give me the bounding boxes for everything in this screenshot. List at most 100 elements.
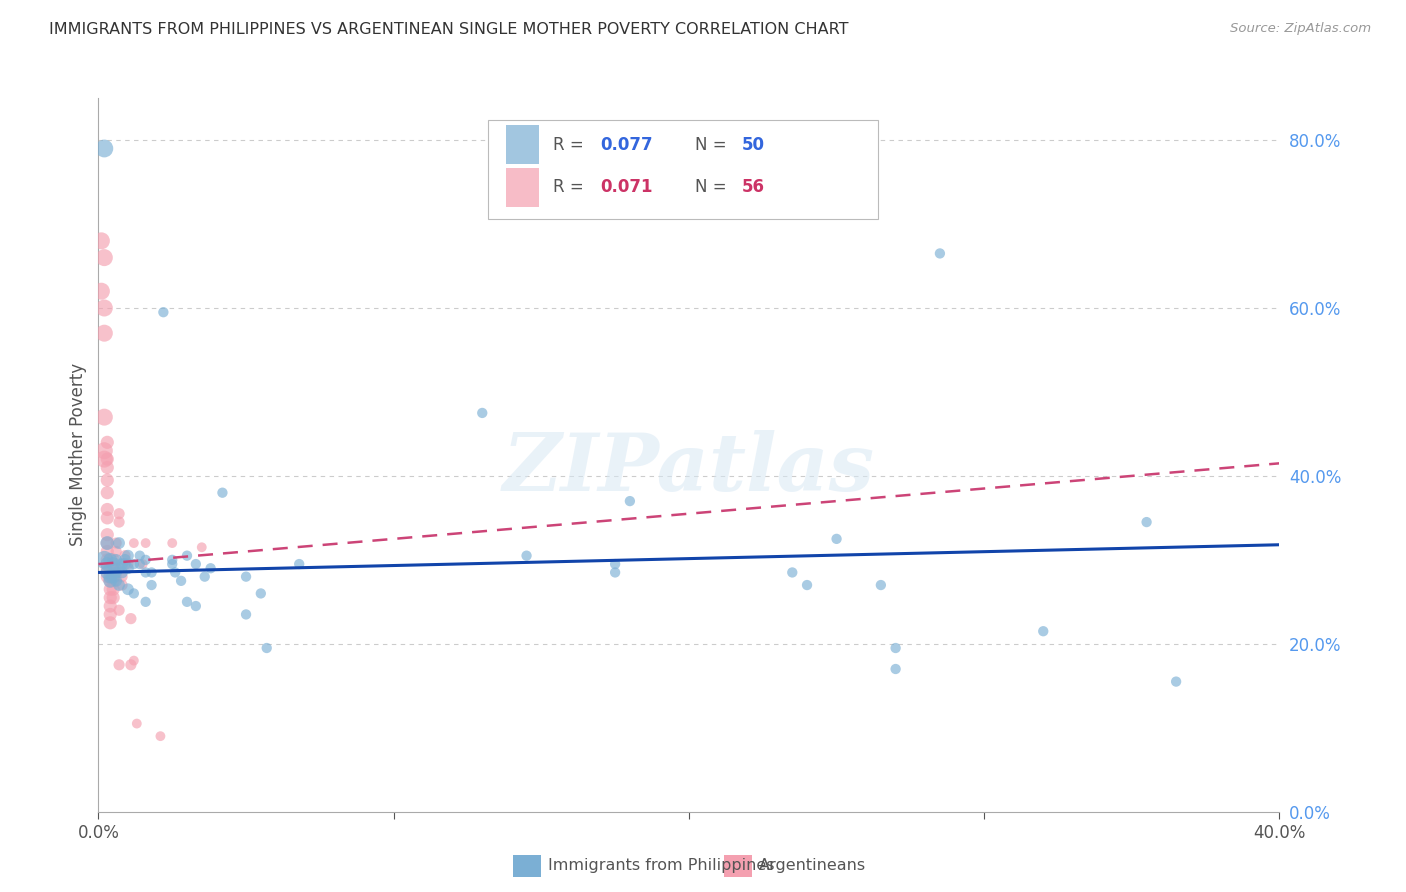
- Point: [98, 615, 121, 630]
- Point: [93, 443, 115, 458]
- Text: 0.071: 0.071: [600, 178, 652, 196]
- Point: [149, 729, 172, 743]
- Point: [162, 553, 183, 567]
- Point: [103, 574, 125, 588]
- Point: [135, 566, 157, 580]
- Text: N =: N =: [695, 136, 731, 153]
- Point: [98, 574, 121, 588]
- Point: [105, 561, 128, 575]
- Point: [515, 549, 537, 563]
- Point: [211, 485, 233, 500]
- Point: [111, 578, 134, 592]
- Point: [98, 561, 121, 575]
- Point: [98, 591, 121, 605]
- Bar: [506, 168, 538, 207]
- Point: [96, 511, 118, 525]
- Text: Argentineans: Argentineans: [759, 858, 866, 872]
- Y-axis label: Single Mother Poverty: Single Mother Poverty: [69, 363, 87, 547]
- Point: [170, 574, 193, 588]
- Point: [108, 536, 131, 550]
- Point: [619, 494, 641, 508]
- Text: 50: 50: [742, 136, 765, 153]
- Point: [105, 544, 128, 558]
- Point: [132, 557, 155, 571]
- Point: [96, 502, 118, 516]
- Point: [105, 569, 128, 583]
- Text: Source: ZipAtlas.com: Source: ZipAtlas.com: [1230, 22, 1371, 36]
- Point: [250, 586, 273, 600]
- Point: [605, 566, 627, 580]
- Point: [93, 141, 115, 155]
- Point: [114, 557, 136, 571]
- Point: [120, 612, 142, 626]
- Point: [98, 574, 121, 588]
- Point: [200, 561, 222, 575]
- Point: [98, 599, 121, 613]
- Point: [96, 569, 118, 583]
- Point: [108, 603, 131, 617]
- Point: [114, 549, 136, 563]
- Point: [96, 536, 118, 550]
- Point: [96, 553, 118, 567]
- Text: ZIPatlas: ZIPatlas: [503, 431, 875, 508]
- Point: [471, 406, 494, 420]
- Point: [162, 536, 183, 550]
- Point: [108, 507, 131, 521]
- Point: [111, 569, 134, 583]
- Point: [825, 532, 848, 546]
- Point: [141, 566, 163, 580]
- Point: [884, 662, 907, 676]
- Point: [103, 569, 125, 583]
- Point: [884, 640, 907, 655]
- Point: [117, 582, 139, 597]
- Point: [105, 566, 128, 580]
- Point: [108, 578, 131, 592]
- Point: [184, 557, 207, 571]
- Point: [96, 435, 118, 450]
- Point: [184, 599, 207, 613]
- Point: [103, 557, 125, 571]
- Point: [103, 561, 125, 575]
- Point: [96, 544, 118, 558]
- Point: [117, 561, 139, 575]
- Point: [98, 553, 121, 567]
- Point: [288, 557, 311, 571]
- Point: [605, 557, 627, 571]
- Point: [98, 569, 121, 583]
- Point: [128, 549, 150, 563]
- Point: [928, 246, 950, 260]
- Point: [96, 452, 118, 467]
- Point: [93, 301, 115, 315]
- Point: [122, 536, 145, 550]
- Point: [93, 251, 115, 265]
- Point: [93, 326, 115, 341]
- FancyBboxPatch shape: [488, 120, 877, 219]
- Point: [141, 578, 163, 592]
- Point: [125, 716, 148, 731]
- Point: [96, 536, 118, 550]
- Point: [105, 536, 128, 550]
- Point: [235, 607, 257, 622]
- Point: [117, 557, 139, 571]
- Point: [96, 473, 118, 487]
- Text: IMMIGRANTS FROM PHILIPPINES VS ARGENTINEAN SINGLE MOTHER POVERTY CORRELATION CHA: IMMIGRANTS FROM PHILIPPINES VS ARGENTINE…: [49, 22, 849, 37]
- Point: [122, 586, 145, 600]
- Point: [869, 578, 891, 592]
- Point: [135, 595, 157, 609]
- Point: [122, 654, 145, 668]
- Point: [796, 578, 818, 592]
- Point: [98, 607, 121, 622]
- Point: [90, 234, 112, 248]
- Point: [93, 553, 115, 567]
- Point: [162, 557, 183, 571]
- Point: [98, 569, 121, 583]
- Point: [90, 284, 112, 298]
- Point: [108, 561, 131, 575]
- Point: [103, 553, 125, 567]
- Point: [235, 569, 257, 583]
- Point: [135, 553, 157, 567]
- Point: [128, 557, 150, 571]
- Point: [96, 460, 118, 475]
- Point: [1164, 674, 1187, 689]
- Point: [103, 582, 125, 597]
